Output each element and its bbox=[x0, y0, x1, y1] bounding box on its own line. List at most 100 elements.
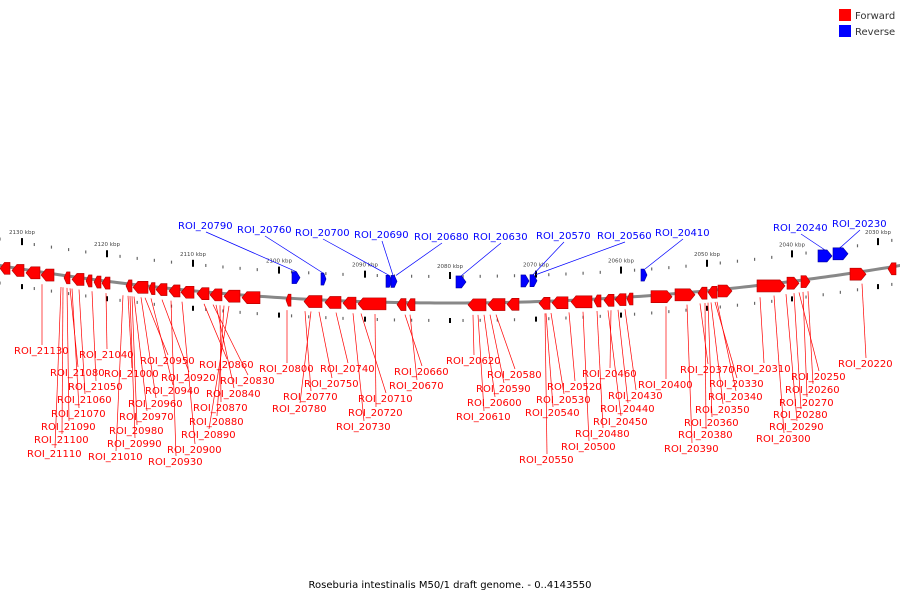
scale-major-tick bbox=[449, 272, 451, 279]
scale-tick-label: 2110 kbp bbox=[180, 252, 206, 258]
forward-gene-label: ROI_20940 bbox=[145, 386, 200, 397]
forward-gene-label: ROI_20590 bbox=[476, 384, 531, 395]
legend-reverse-label: Reverse bbox=[855, 27, 895, 38]
scale-minor-tick-inner bbox=[428, 318, 430, 322]
forward-gene-label: ROI_20920 bbox=[161, 373, 216, 384]
scale-minor-tick bbox=[222, 265, 224, 269]
reverse-label-leader bbox=[644, 238, 684, 270]
forward-gene-label: ROI_20390 bbox=[664, 444, 719, 455]
forward-label-leader bbox=[472, 314, 475, 356]
scale-minor-tick bbox=[342, 272, 344, 276]
forward-gene-arrow bbox=[707, 285, 718, 299]
forward-label-leader bbox=[686, 304, 693, 444]
forward-gene-arrow bbox=[626, 292, 634, 306]
reverse-gene-label: ROI_20230 bbox=[832, 219, 887, 230]
forward-gene-arrow bbox=[125, 279, 133, 293]
forward-gene-arrow bbox=[756, 279, 786, 293]
forward-gene-label: ROI_21060 bbox=[57, 395, 112, 406]
forward-label-leader bbox=[78, 289, 86, 395]
scale-minor-tick-inner bbox=[513, 318, 516, 322]
forward-gene-label: ROI_20550 bbox=[519, 455, 574, 466]
forward-gene-label: ROI_20770 bbox=[283, 392, 338, 403]
scale-minor-tick-inner bbox=[462, 318, 464, 322]
scale-minor-tick-inner bbox=[771, 299, 773, 303]
forward-gene-arrow bbox=[538, 297, 551, 310]
forward-gene-label: ROI_20440 bbox=[600, 404, 655, 415]
scale-minor-tick bbox=[136, 256, 138, 260]
reverse-gene-arrow bbox=[455, 275, 467, 289]
scale-major-tick bbox=[877, 238, 879, 246]
forward-label-leader bbox=[495, 314, 516, 370]
reverse-gene-arrow bbox=[832, 247, 849, 261]
scale-minor-tick bbox=[170, 260, 173, 264]
scale-minor-tick bbox=[754, 257, 756, 261]
scale-minor-tick-inner bbox=[85, 294, 87, 298]
forward-label-leader bbox=[150, 298, 174, 386]
forward-label-leader bbox=[203, 303, 228, 360]
forward-gene-label: ROI_21100 bbox=[34, 435, 89, 446]
reverse-gene-arrow bbox=[817, 249, 833, 263]
forward-gene-label: ROI_20750 bbox=[304, 379, 359, 390]
scale-minor-tick bbox=[239, 266, 241, 270]
scale-major-tick-inner bbox=[364, 316, 366, 322]
reverse-gene-label: ROI_20680 bbox=[414, 232, 469, 243]
scale-ticks: 2130 kbp 2120 kbp 2110 kbp 2100 kbp 2090 kbp… bbox=[0, 230, 893, 323]
scale-minor-tick bbox=[668, 266, 670, 270]
forward-gene-label: ROI_21040 bbox=[79, 350, 134, 361]
forward-gene-arrow bbox=[603, 294, 615, 307]
forward-gene-label: ROI_20500 bbox=[561, 442, 616, 453]
scale-minor-tick bbox=[428, 274, 430, 278]
scale-minor-tick bbox=[479, 274, 481, 278]
scale-minor-tick-inner bbox=[668, 310, 670, 314]
scale-major-tick bbox=[535, 270, 537, 278]
forward-label-leader bbox=[544, 313, 548, 455]
forward-gene-label: ROI_20430 bbox=[608, 391, 663, 402]
forward-gene-label: ROI_20740 bbox=[320, 364, 375, 375]
forward-gene-arrow bbox=[396, 298, 407, 311]
forward-gene-label: ROI_20280 bbox=[773, 410, 828, 421]
forward-label-leader bbox=[582, 311, 590, 442]
scale-minor-tick bbox=[565, 272, 567, 276]
scale-major-tick bbox=[364, 270, 366, 278]
forward-gene-label: ROI_20580 bbox=[487, 370, 542, 381]
reverse-gene-label: ROI_20690 bbox=[354, 230, 409, 241]
forward-label-leader bbox=[802, 291, 808, 398]
forward-label-leader bbox=[477, 314, 485, 412]
scale-minor-tick bbox=[599, 270, 601, 274]
forward-gene-arrow bbox=[132, 280, 149, 294]
forward-gene-label: ROI_20620 bbox=[446, 356, 501, 367]
forward-gene-arrow bbox=[25, 266, 41, 280]
scale-minor-tick-inner bbox=[239, 310, 241, 314]
scale-minor-tick bbox=[325, 272, 327, 276]
forward-label-leader bbox=[161, 299, 190, 373]
legend-forward-swatch bbox=[839, 9, 851, 21]
scale-minor-tick-inner bbox=[891, 282, 893, 286]
scale-minor-tick-inner bbox=[651, 311, 653, 315]
scale-minor-tick-inner bbox=[633, 312, 636, 316]
forward-label-leader bbox=[216, 305, 225, 417]
map-caption: Roseburia intestinalis M50/1 draft genom… bbox=[309, 580, 592, 591]
forward-label-leader bbox=[105, 293, 108, 350]
forward-gene-arrow bbox=[614, 293, 627, 306]
forward-label-leader bbox=[409, 314, 418, 381]
forward-gene-label: ROI_20900 bbox=[167, 445, 222, 456]
forward-label-leader bbox=[609, 310, 612, 369]
scale-tick-label: 2070 kbp bbox=[523, 263, 549, 269]
forward-gene-label: ROI_20380 bbox=[678, 430, 733, 441]
scale-minor-tick-inner bbox=[839, 290, 841, 294]
scale-minor-tick-inner bbox=[548, 317, 550, 321]
scale-minor-tick-inner bbox=[325, 316, 327, 320]
forward-gene-label: ROI_20670 bbox=[389, 381, 444, 392]
forward-label-leader bbox=[144, 297, 169, 356]
legend-forward-label: Forward bbox=[855, 11, 895, 22]
reverse-label-leader bbox=[322, 238, 390, 276]
forward-label-leader bbox=[716, 301, 737, 392]
scale-minor-tick bbox=[50, 245, 53, 249]
forward-label-leader bbox=[704, 302, 707, 430]
forward-label-leader bbox=[129, 296, 136, 439]
forward-gene-arrow bbox=[40, 268, 55, 282]
scale-minor-tick-inner bbox=[136, 300, 138, 304]
forward-label-leader bbox=[714, 301, 738, 379]
forward-gene-label: ROI_20800 bbox=[259, 364, 314, 375]
